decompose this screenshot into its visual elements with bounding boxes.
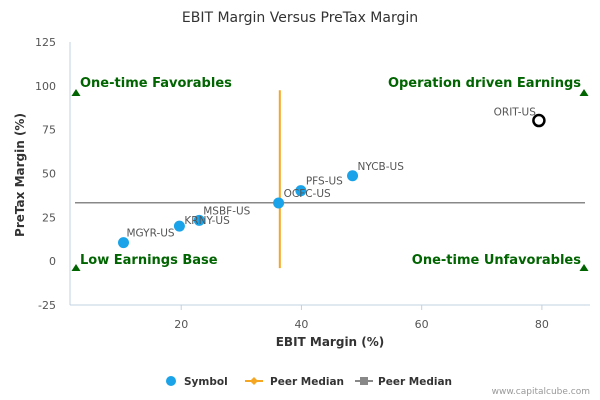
- quadrant-label-top-left: One-time Favorables: [80, 76, 232, 91]
- data-point-label: KRNY-US: [184, 215, 230, 227]
- quadrant-label-bottom-right: One-time Unfavorables: [412, 253, 581, 268]
- y-tick-label: 25: [42, 211, 56, 224]
- data-point[interactable]: [347, 170, 359, 182]
- legend-item-symbol[interactable]: Symbol: [166, 376, 228, 388]
- x-tick-label: 60: [415, 318, 429, 331]
- quadrant-label-bottom-left: Low Earnings Base: [80, 253, 218, 268]
- legend-square-icon: [360, 377, 368, 385]
- data-point-label: MGYR-US: [127, 228, 175, 240]
- quadrant-markers: [71, 89, 589, 271]
- legend-item-peer-median-y[interactable]: Peer Median: [355, 376, 452, 388]
- quadrant-marker-bottom-right: [579, 264, 589, 271]
- data-point[interactable]: [118, 237, 130, 249]
- y-tick-label: 75: [42, 124, 56, 137]
- peer-median-lines: [75, 90, 585, 269]
- data-point[interactable]: [295, 185, 307, 197]
- x-tick-labels: 20 40 60 80: [174, 305, 549, 331]
- quadrant-marker-top-left: [71, 89, 81, 96]
- x-axis-title: EBIT Margin (%): [276, 335, 385, 349]
- data-point[interactable]: [193, 214, 205, 226]
- y-tick-label: 100: [35, 80, 56, 93]
- legend-label-symbol: Symbol: [184, 376, 228, 388]
- x-tick-label: 80: [535, 318, 549, 331]
- legend-label-peer-median-1: Peer Median: [270, 376, 344, 388]
- legend-symbol-circle-icon: [166, 376, 176, 386]
- credit-text: www.capitalcube.com: [492, 387, 590, 397]
- y-axis-title: PreTax Margin (%): [13, 113, 27, 237]
- data-point-label: OCFC-US: [284, 188, 331, 200]
- data-point-highlight[interactable]: [532, 113, 546, 128]
- legend-item-peer-median-x[interactable]: Peer Median: [245, 376, 344, 388]
- plot-area: [69, 42, 590, 306]
- x-tick-label: 20: [174, 318, 188, 331]
- quadrant-label-top-right: Operation driven Earnings: [388, 76, 581, 91]
- y-tick-label: -25: [38, 299, 56, 312]
- data-point-label: NYCB-US: [358, 161, 405, 173]
- y-tick-labels: 125 100 75 50 25 0 -25: [35, 36, 56, 312]
- legend-label-peer-median-2: Peer Median: [378, 376, 452, 388]
- quadrant-marker-bottom-left: [71, 264, 81, 271]
- data-point-label: ORIT-US: [494, 107, 537, 119]
- data-point[interactable]: [173, 220, 185, 232]
- data-point[interactable]: [273, 197, 285, 209]
- y-tick-label: 50: [42, 168, 56, 181]
- y-tick-label: 0: [49, 255, 56, 268]
- data-point-label: MSBF-US: [203, 205, 250, 217]
- x-tick-label: 40: [294, 318, 308, 331]
- quadrant-marker-top-right: [579, 89, 589, 96]
- legend: Symbol Peer Median Peer Median: [166, 376, 452, 388]
- data-point-label: PFS-US: [306, 176, 343, 188]
- legend-diamond-icon: [250, 377, 258, 385]
- data-points: [118, 113, 546, 249]
- quadrant-labels: One-time Favorables Operation driven Ear…: [80, 76, 581, 268]
- chart-title: EBIT Margin Versus PreTax Margin: [182, 10, 418, 26]
- y-tick-label: 125: [35, 36, 56, 49]
